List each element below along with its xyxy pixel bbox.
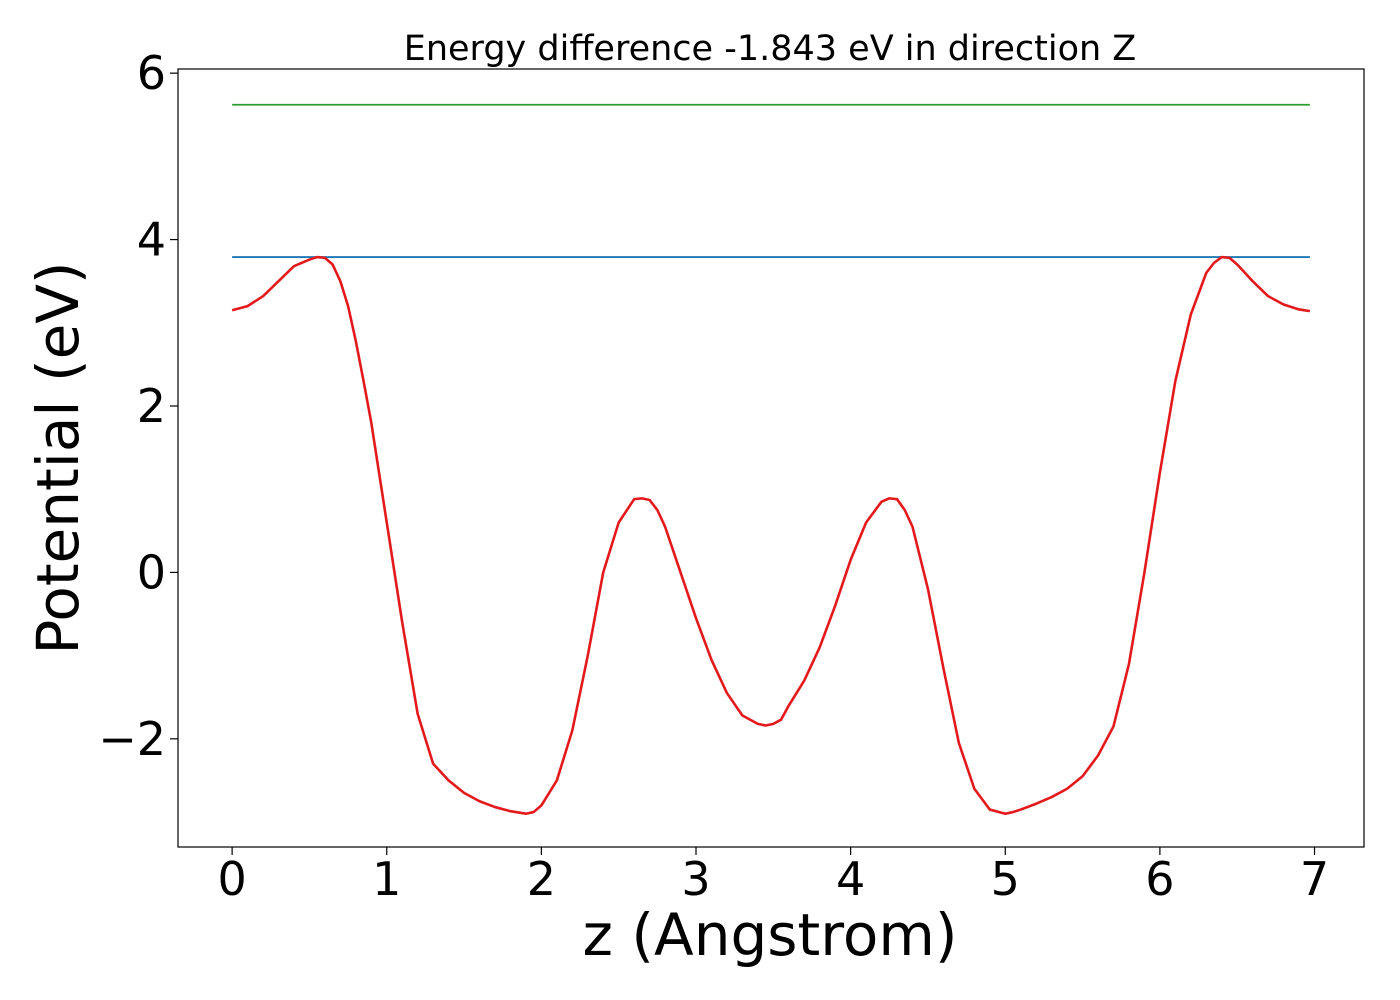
y-axis-label: Potential (eV)	[24, 261, 92, 654]
plot-area-frame	[177, 68, 1365, 848]
y-tick-label: 0	[137, 545, 166, 599]
series-layer	[231, 103, 1311, 816]
x-tick-label: 6	[1145, 852, 1174, 906]
x-tick-label: 0	[217, 852, 246, 906]
y-tick-label: −2	[98, 712, 166, 766]
series-line-3	[231, 255, 1311, 816]
x-axis-label: z (Angstrom)	[583, 901, 958, 969]
y-axis-ticks: −2 0 2 4 6	[98, 46, 178, 766]
x-tick-label: 7	[1300, 852, 1329, 906]
x-axis-ticks: 0 1 2 3 4 5 6 7	[217, 847, 1329, 906]
x-tick-label: 3	[681, 852, 710, 906]
x-tick-label: 2	[527, 852, 556, 906]
y-tick-label: 6	[137, 46, 166, 100]
x-tick-label: 5	[991, 852, 1020, 906]
x-tick-label: 1	[372, 852, 401, 906]
chart-title: Energy difference -1.843 eV in direction…	[404, 29, 1137, 69]
y-tick-label: 2	[137, 379, 166, 433]
y-tick-label: 4	[137, 213, 166, 267]
x-tick-label: 4	[836, 852, 865, 906]
